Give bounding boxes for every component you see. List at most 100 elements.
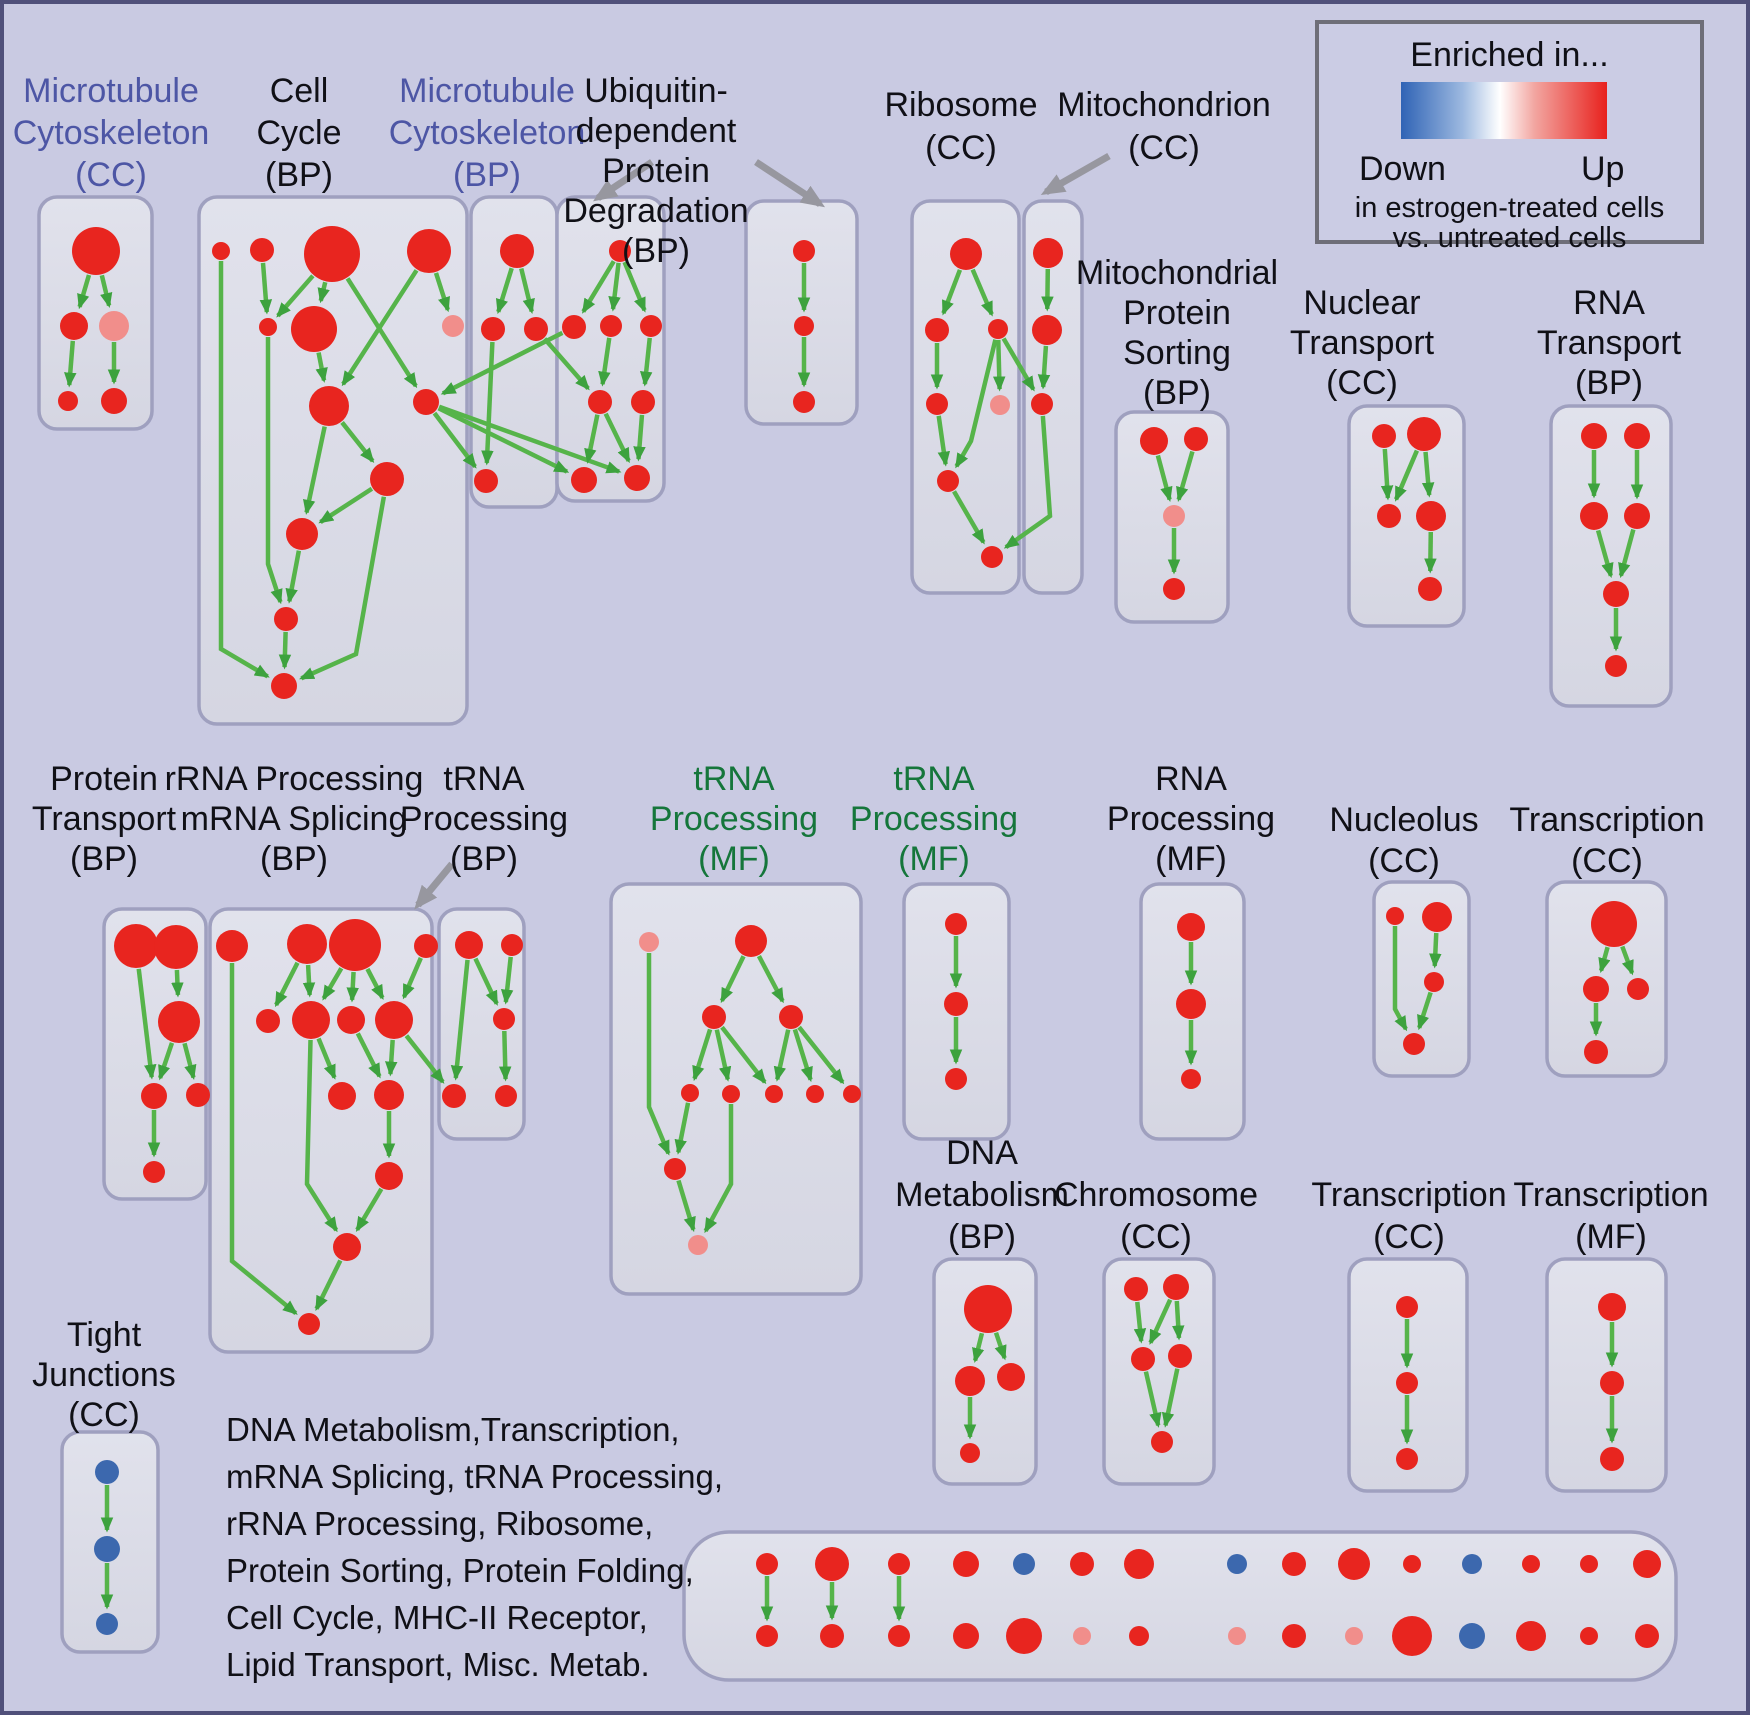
cluster-label: (MF) bbox=[698, 840, 770, 878]
go-term-node bbox=[1584, 1040, 1608, 1064]
edge-arrow bbox=[355, 1187, 384, 1232]
go-term-node bbox=[1163, 505, 1185, 527]
edge-arrow bbox=[581, 260, 616, 314]
label-pointer-arrow bbox=[754, 159, 826, 208]
go-term-node bbox=[779, 1005, 803, 1029]
cluster-box-mitochondrion-cc bbox=[1022, 199, 1084, 595]
go-term-node bbox=[981, 546, 1003, 568]
go-term-node bbox=[1124, 1277, 1148, 1301]
edge-arrow bbox=[433, 272, 450, 313]
edge-arrow bbox=[1148, 1298, 1173, 1345]
go-term-node bbox=[815, 1547, 849, 1581]
go-term-node bbox=[944, 992, 968, 1016]
edge-arrow bbox=[340, 421, 375, 463]
go-term-node bbox=[250, 238, 274, 262]
edge-arrow bbox=[633, 414, 646, 462]
edge-arrow bbox=[608, 262, 621, 312]
go-term-node bbox=[997, 1363, 1025, 1391]
legend-gradient-bar bbox=[1401, 82, 1607, 139]
cluster-label: Mitochondrion bbox=[1057, 86, 1271, 124]
edge-arrow bbox=[182, 1042, 197, 1080]
edge-arrow bbox=[1417, 991, 1433, 1031]
cluster-label: rRNA Processing bbox=[165, 760, 424, 798]
cluster-label: Ubiquitin- bbox=[584, 72, 728, 110]
go-term-node bbox=[375, 1162, 403, 1190]
cluster-label: RNA bbox=[1573, 284, 1645, 322]
edge-arrow bbox=[1037, 345, 1051, 390]
cluster-label: (BP) bbox=[70, 840, 138, 878]
go-term-node bbox=[1422, 902, 1452, 932]
cluster-label: (CC) bbox=[1326, 364, 1398, 402]
go-term-node bbox=[1282, 1624, 1306, 1648]
label-pointer-arrow bbox=[1040, 152, 1111, 196]
go-term-node bbox=[1580, 1627, 1598, 1645]
cluster-label: Cytoskeleton bbox=[13, 114, 210, 152]
cluster-labels-layer: Microtubule Cytoskeleton (CC) Cell Cycle (BP)… bbox=[13, 72, 1709, 1434]
edge-arrow bbox=[302, 964, 316, 998]
edge-arrow bbox=[941, 269, 963, 316]
go-term-node bbox=[1416, 501, 1446, 531]
edge-arrow bbox=[276, 274, 315, 318]
go-term-node bbox=[843, 1085, 861, 1103]
go-term-node bbox=[756, 1553, 778, 1575]
cluster-box-chromosome-cc bbox=[1102, 1257, 1216, 1486]
cluster-box-rna-transport-bp bbox=[1549, 404, 1673, 708]
go-term-node bbox=[1013, 1553, 1035, 1575]
cluster-label: (CC) bbox=[1571, 842, 1643, 880]
edge-arrow bbox=[972, 1332, 985, 1364]
go-term-node bbox=[216, 930, 248, 962]
edge-arrow bbox=[401, 957, 423, 1000]
edge-arrow bbox=[993, 1331, 1007, 1361]
go-term-node bbox=[1583, 976, 1609, 1002]
go-term-node bbox=[95, 1460, 119, 1484]
cluster-label: Microtubule bbox=[23, 72, 199, 110]
go-term-node bbox=[99, 311, 129, 341]
network-figure: Microtubule Cytoskeleton (CC) Cell Cycle (BP)… bbox=[13, 72, 1709, 1682]
edge-arrow bbox=[218, 261, 270, 679]
edge-arrow bbox=[1133, 1301, 1147, 1344]
cluster-label: (BP) bbox=[265, 156, 333, 194]
go-term-node bbox=[765, 1085, 783, 1103]
cluster-label: (CC) bbox=[1368, 842, 1440, 880]
go-term-node bbox=[309, 386, 349, 426]
go-term-node bbox=[756, 1625, 778, 1647]
edge-arrow bbox=[1171, 1300, 1185, 1341]
go-term-node bbox=[793, 240, 815, 262]
go-term-node bbox=[1282, 1552, 1306, 1576]
edge-arrow bbox=[432, 411, 477, 469]
go-term-node bbox=[337, 1006, 365, 1034]
cluster-label: (BP) bbox=[1575, 364, 1643, 402]
text-line: mRNA Splicing, tRNA Processing, bbox=[226, 1458, 724, 1495]
cluster-label: Processing bbox=[650, 800, 818, 838]
cluster-label: Processing bbox=[850, 800, 1018, 838]
edge-arrow bbox=[481, 341, 495, 466]
edge-arrow bbox=[285, 550, 302, 604]
cluster-box-ribosome-cc bbox=[910, 199, 1021, 595]
edge-arrow bbox=[1595, 529, 1614, 579]
go-term-node bbox=[681, 1084, 699, 1102]
edge-arrow bbox=[346, 971, 359, 1003]
edge-arrow bbox=[703, 1104, 734, 1234]
go-term-node bbox=[722, 1085, 740, 1103]
edge-arrow bbox=[970, 268, 994, 317]
edge-arrow bbox=[792, 1028, 813, 1083]
edge-arrow bbox=[299, 496, 387, 681]
edge-arrow bbox=[519, 267, 535, 314]
edge-arrow bbox=[365, 967, 385, 1001]
edge-arrow bbox=[1143, 1371, 1162, 1428]
go-term-node bbox=[72, 227, 120, 275]
text-line: rRNA Processing, Ribosome, bbox=[226, 1505, 654, 1542]
cluster-label: (CC) bbox=[75, 156, 147, 194]
cluster-label: Transcription bbox=[1311, 1176, 1506, 1214]
cluster-label: (BP) bbox=[260, 840, 328, 878]
edge-arrow bbox=[278, 631, 292, 670]
text-line: Lipid Transport, Misc. Metab. bbox=[226, 1646, 650, 1683]
cluster-box-transcription-cc-1 bbox=[1545, 880, 1668, 1078]
cluster-label: (CC) bbox=[1128, 129, 1200, 167]
go-term-node bbox=[500, 234, 534, 268]
edge-arrow bbox=[622, 261, 647, 313]
cluster-label: Protein bbox=[1123, 294, 1231, 332]
cluster-label: tRNA bbox=[693, 760, 775, 798]
go-term-node bbox=[154, 925, 198, 969]
edge-arrow bbox=[404, 1034, 445, 1084]
